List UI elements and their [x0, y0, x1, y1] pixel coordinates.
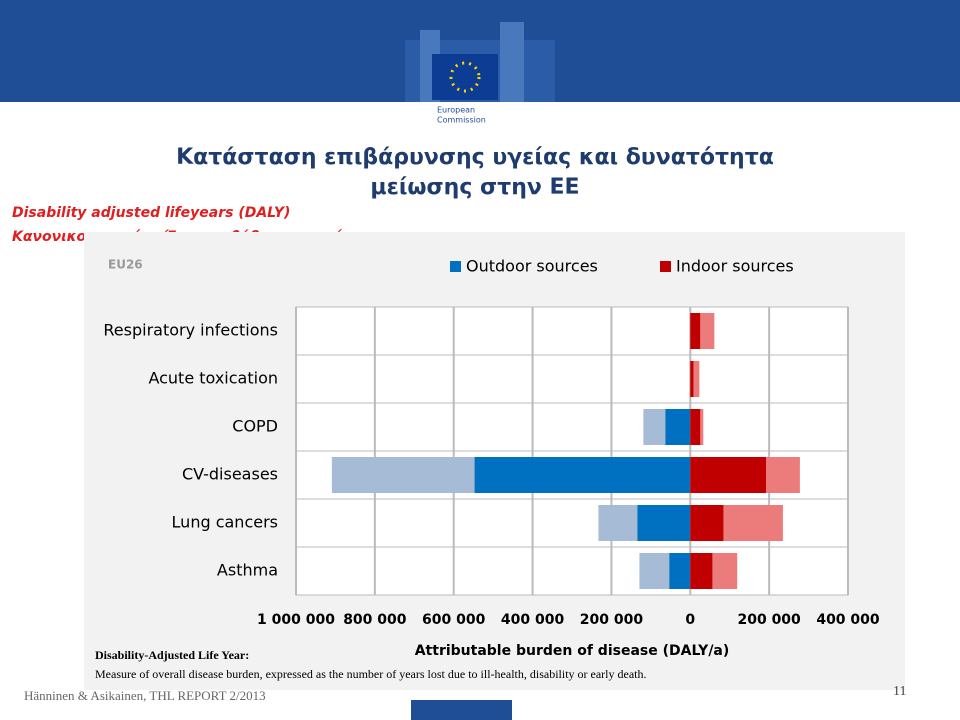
- x-tick-label: 400 000: [501, 612, 565, 628]
- bar: [690, 409, 701, 445]
- title: μείωσης στην ΕΕ: [370, 175, 579, 200]
- legend-swatch: [660, 261, 671, 272]
- bar: [690, 361, 694, 397]
- legend-swatch: [450, 261, 461, 272]
- page-number: 11: [893, 684, 906, 699]
- footnote-term: Disability-Adjusted Life Year:: [95, 648, 249, 662]
- y-tick-label: Asthma: [217, 561, 278, 580]
- legend-label: Outdoor sources: [466, 257, 598, 276]
- bar: [690, 553, 713, 589]
- logo: [405, 22, 555, 132]
- legend-label: Indoor sources: [676, 257, 794, 276]
- subtitle: Disability adjusted lifeyears (DALY): [12, 205, 290, 221]
- x-tick-label: 200 000: [737, 612, 801, 628]
- y-tick-label: COPD: [232, 417, 278, 436]
- bar: [637, 505, 691, 541]
- footnote-definition: Measure of overall disease burden, expre…: [95, 667, 647, 681]
- logo-text: European: [437, 106, 475, 115]
- y-tick-label: Respiratory infections: [103, 321, 278, 340]
- footer-bar: [411, 700, 512, 720]
- x-tick-label: 200 000: [580, 612, 644, 628]
- bar: [474, 457, 691, 493]
- title: Κατάσταση επιβάρυνσης υγείας και δυνατότ…: [176, 145, 774, 170]
- bar-range: [690, 361, 700, 397]
- bar: [665, 409, 691, 445]
- y-tick-label: Lung cancers: [172, 513, 278, 532]
- x-axis-title: Attributable burden of disease (DALY/a): [415, 643, 730, 659]
- x-tick-label: 800 000: [343, 612, 407, 628]
- region-label: EU26: [108, 258, 143, 272]
- x-tick-label: 600 000: [422, 612, 486, 628]
- bar: [669, 553, 691, 589]
- bar: [690, 457, 766, 493]
- x-tick-label: 0: [685, 612, 695, 628]
- logo-text: Commission: [437, 116, 486, 125]
- y-tick-label: CV-diseases: [182, 465, 278, 484]
- y-tick-label: Acute toxication: [148, 369, 278, 388]
- x-tick-label: 400 000: [816, 612, 880, 628]
- x-tick-label: 1 000 000: [257, 612, 335, 628]
- bar: [690, 505, 724, 541]
- source: Hänninen & Asikainen, THL REPORT 2/2013: [24, 688, 266, 703]
- bar: [690, 313, 701, 349]
